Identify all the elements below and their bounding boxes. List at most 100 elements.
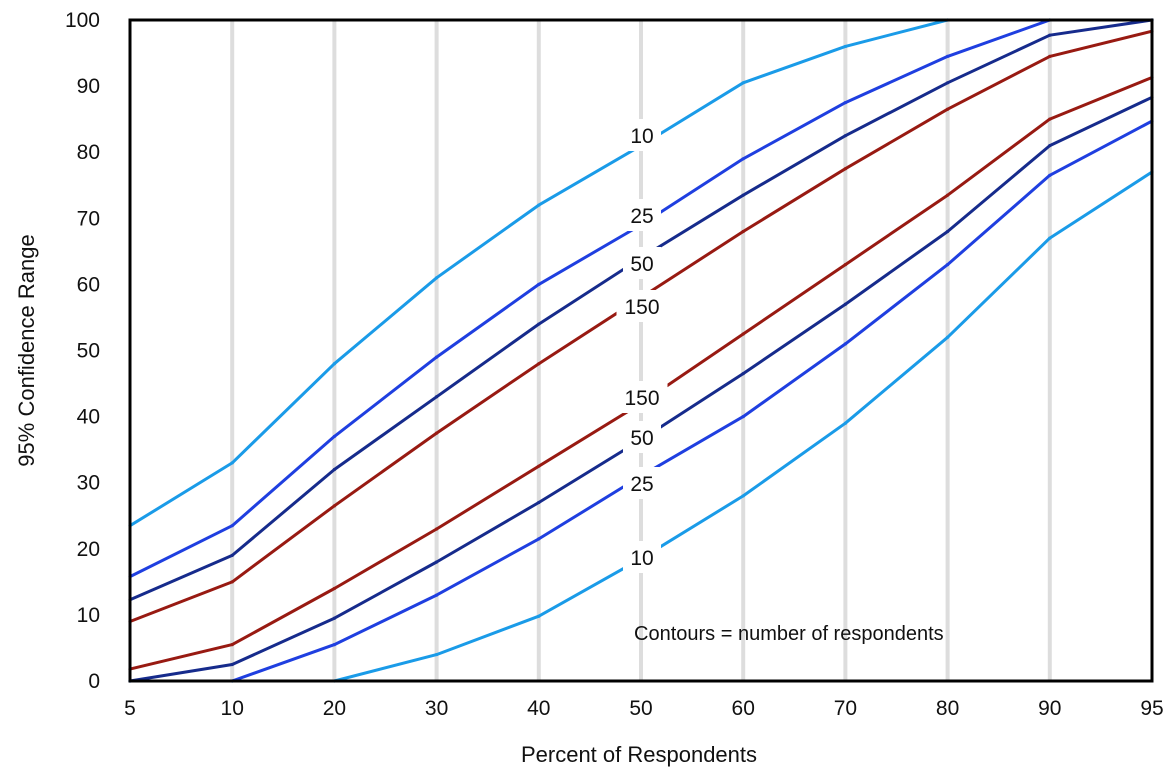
data-point: [230, 643, 234, 647]
x-tick-label: 30: [425, 697, 448, 720]
y-tick-label: 90: [77, 75, 100, 98]
data-point: [843, 101, 848, 105]
data-point: [332, 504, 336, 508]
data-point: [843, 167, 848, 171]
data-point: [435, 276, 439, 280]
data-point: [230, 580, 234, 584]
data-point: [537, 500, 541, 505]
data-point: [435, 527, 439, 531]
x-tick-label: 10: [221, 697, 244, 720]
data-point: [230, 662, 234, 667]
data-point: [332, 586, 336, 591]
x-tick-label: 95: [1140, 697, 1163, 720]
data-point: [435, 560, 439, 564]
x-tick-label: 40: [527, 697, 550, 720]
contour-label-background: [616, 290, 668, 322]
contour-label-upper-150: 150: [624, 296, 659, 319]
contour-label-background: [623, 247, 661, 279]
x-tick-label: 90: [1038, 697, 1061, 720]
data-point: [332, 434, 336, 439]
data-point: [230, 461, 234, 465]
plot-frame: [128, 18, 1154, 683]
data-point: [332, 616, 336, 620]
data-point: [435, 431, 439, 435]
contour-label-lower-150: 150: [624, 387, 659, 410]
data-point: [1048, 236, 1052, 240]
data-point: [741, 229, 745, 234]
y-tick-label: 40: [77, 406, 100, 429]
data-point: [1048, 33, 1052, 37]
data-point: [332, 362, 336, 366]
x-tick-label: 80: [936, 697, 959, 720]
data-point: [843, 262, 848, 267]
data-point: [741, 157, 745, 161]
data-point: [537, 614, 541, 618]
y-tick-label: 20: [77, 538, 100, 561]
data-point: [230, 524, 234, 528]
data-point: [230, 553, 234, 558]
data-point: [537, 362, 541, 366]
data-point: [946, 107, 950, 111]
data-point: [741, 372, 745, 376]
data-point: [946, 335, 950, 339]
data-point: [843, 342, 848, 346]
x-tick-label: 50: [629, 697, 652, 720]
contour-label-background: [616, 381, 668, 413]
data-point: [843, 134, 848, 138]
data-point: [332, 467, 336, 472]
x-tick-label: 20: [323, 697, 346, 720]
contour-label-background: [623, 421, 661, 453]
data-point: [946, 193, 950, 197]
data-point: [741, 494, 745, 498]
data-point: [537, 464, 541, 468]
x-tick-label: 70: [834, 697, 857, 720]
data-point: [946, 54, 950, 58]
contour-label-upper-10: 10: [630, 125, 653, 148]
data-point: [741, 193, 745, 197]
data-point: [741, 81, 745, 85]
data-point: [1048, 54, 1052, 58]
data-point: [741, 415, 745, 419]
data-point: [435, 593, 439, 597]
y-tick-label: 50: [77, 340, 100, 363]
data-point: [537, 203, 541, 207]
y-tick-labels: 0 10 20 30 40 50 60 70 80 90 100: [65, 9, 100, 693]
data-point: [1048, 117, 1052, 121]
x-tick-labels: 5 10 20 30 40 50 60 70 80 90 95: [124, 697, 1164, 720]
data-point: [843, 421, 848, 425]
data-point: [435, 355, 439, 359]
data-point: [946, 229, 950, 234]
y-tick-label: 10: [77, 604, 100, 627]
x-tick-label: 60: [732, 697, 755, 720]
y-tick-label: 30: [77, 472, 100, 495]
x-axis-title: Percent of Respondents: [521, 742, 757, 767]
y-tick-label: 0: [88, 670, 100, 693]
contour-label-background: [623, 199, 661, 231]
contour-labels: 10 25 50 150 150 50 25 10: [616, 119, 668, 573]
contour-label-lower-50: 50: [630, 427, 653, 450]
data-point: [332, 643, 336, 647]
data-point: [843, 302, 848, 306]
contour-label-upper-50: 50: [630, 253, 653, 276]
contour-label-lower-25: 25: [630, 473, 653, 496]
y-tick-label: 80: [77, 141, 100, 164]
contour-annotation: Contours = number of respondents: [634, 623, 944, 645]
data-point: [946, 81, 950, 85]
data-point: [1048, 143, 1052, 148]
x-tick-label: 5: [124, 697, 136, 720]
data-point: [435, 395, 439, 399]
data-point: [435, 652, 439, 657]
data-point: [946, 262, 950, 267]
data-point: [537, 282, 541, 286]
contour-label-background: [623, 541, 661, 573]
data-point: [537, 322, 541, 326]
contour-label-background: [623, 467, 661, 499]
y-axis-title: 95% Confidence Range: [14, 234, 39, 466]
data-point: [537, 537, 541, 541]
data-point: [843, 44, 848, 49]
contour-label-background: [623, 119, 661, 151]
y-tick-label: 60: [77, 273, 100, 296]
y-tick-label: 100: [65, 9, 100, 32]
